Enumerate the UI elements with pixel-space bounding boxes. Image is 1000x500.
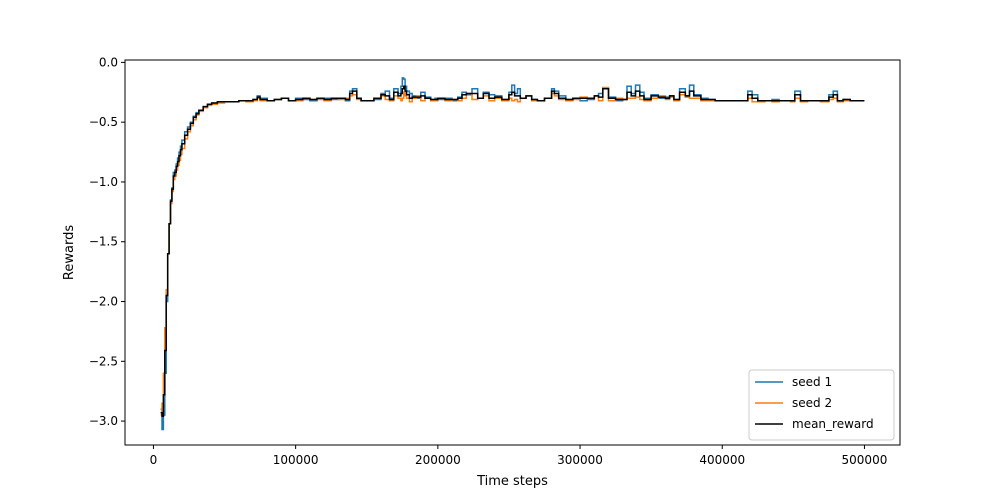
y-axis-label: Rewards [62,225,77,280]
x-tick-label: 500000 [842,453,888,467]
y-tick-label: −1.0 [89,175,118,189]
legend-entry-label: mean_reward [792,417,874,431]
y-tick-label: −2.5 [89,354,118,368]
plot-area-frame [124,59,901,446]
series-line-3 [160,85,865,418]
legend: seed 1 seed 2 mean_reward [748,369,895,441]
y-tick-label: −2.0 [89,295,118,309]
x-tick-label: 200000 [415,453,461,467]
y-tick-label: −3.0 [89,414,118,428]
legend-entry-label: seed 2 [792,396,832,410]
x-axis: 0 100000 200000 300000 400000 500000 [150,445,888,467]
x-tick-label: 400000 [699,453,745,467]
y-tick-label: −1.5 [89,235,118,249]
y-tick-label: 0.0 [99,55,118,69]
legend-box [748,369,895,441]
x-axis-label: Time steps [476,474,548,489]
y-axis: −3.0 −2.5 −2.0 −1.5 −1.0 −0.5 0.0 [89,55,125,428]
y-tick-label: −0.5 [89,115,118,129]
legend-entry-label: seed 1 [792,375,832,389]
x-tick-label: 100000 [273,453,319,467]
series-layer [160,77,865,431]
x-tick-label: 0 [150,453,158,467]
x-tick-label: 300000 [557,453,603,467]
